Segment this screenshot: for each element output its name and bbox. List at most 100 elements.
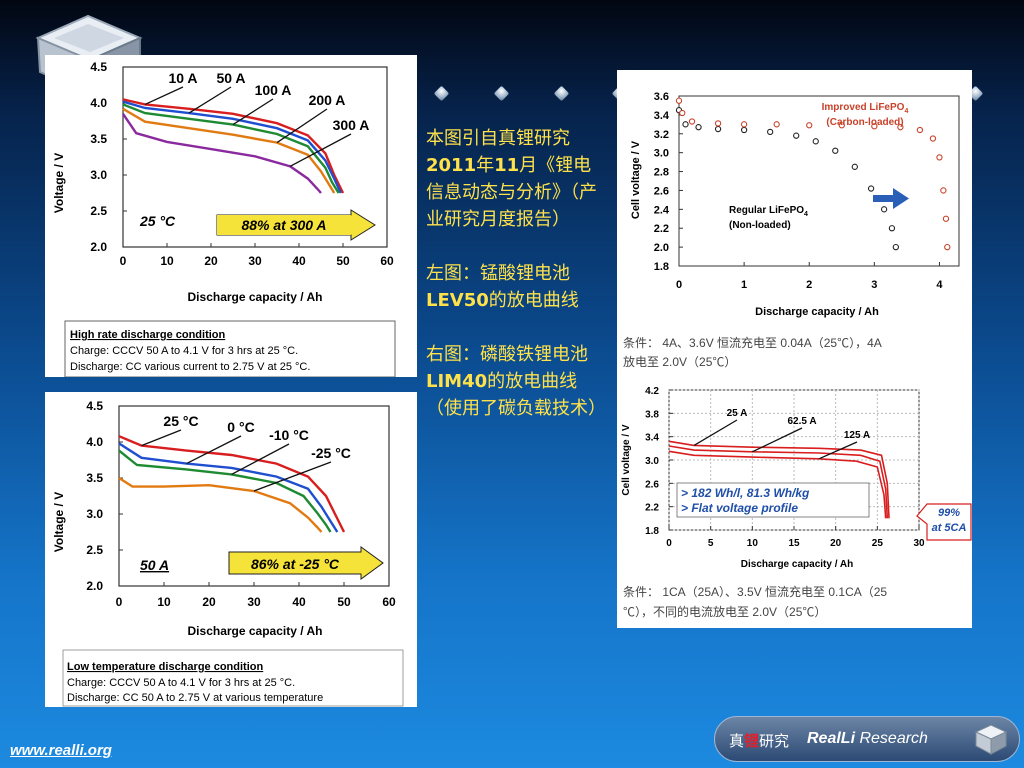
data-point	[838, 122, 845, 129]
data-point	[871, 123, 878, 130]
x-tick-label: 10	[157, 595, 171, 609]
y-tick-label: 3.4	[645, 433, 659, 444]
data-point	[679, 109, 686, 117]
y-tick-label: 3.0	[654, 148, 669, 160]
y-tick-label: 4.2	[645, 386, 659, 397]
flat-profile-note: > Flat voltage profile	[681, 501, 798, 515]
data-point	[773, 121, 780, 128]
y-tick-label: 1.8	[645, 526, 659, 537]
series-line	[668, 450, 887, 519]
y-tick-label: 3.0	[90, 168, 107, 182]
series-line	[122, 113, 322, 194]
condition-title: Low temperature discharge condition	[67, 661, 263, 673]
chart-panel-lifepo4-compare: 0 1 2 3 4 1.8 2.0 2.2 2.4 2.6 2.8 3.0 3.2 3.4 3.6 Cell…	[617, 70, 972, 380]
x-axis-label: Discharge capacity / Ah	[741, 559, 853, 570]
condition-charge: Charge: CCCV 50 A to 4.1 V for 3 hrs at …	[67, 677, 295, 689]
y-tick-label: 3.8	[645, 409, 659, 420]
y-tick-label: 3.5	[90, 132, 107, 146]
leader-line	[289, 133, 352, 167]
data-point	[688, 118, 696, 125]
cube-icon	[974, 724, 1008, 755]
x-tick-label: 3	[871, 279, 877, 291]
series-line	[122, 100, 342, 194]
x-tick-label: 40	[292, 254, 306, 268]
series-label: -25 °C	[311, 445, 351, 461]
series-label: 200 A	[309, 92, 346, 108]
description-text: 本图引自真锂研究2011年11月《锂电信息动态与分析》（产业研究月度报告） 左图…	[426, 125, 606, 449]
condition-title: High rate discharge condition	[70, 329, 226, 341]
website-link[interactable]: www.realli.org	[10, 742, 112, 759]
x-tick-label: 20	[830, 538, 842, 549]
x-tick-label: 40	[292, 595, 306, 609]
x-tick-label: 25	[872, 538, 884, 549]
data-point	[806, 122, 813, 129]
data-point	[714, 125, 722, 133]
y-tick-label: 3.6	[654, 91, 669, 103]
leader-line	[188, 86, 232, 114]
data-point	[897, 124, 904, 131]
x-axis-label: Discharge capacity / Ah	[755, 306, 879, 318]
x-tick-label: 60	[380, 254, 394, 268]
regular-label: Regular LiFePO4	[729, 205, 808, 218]
series-label: 25 A	[727, 408, 748, 419]
y-tick-label: 2.0	[654, 242, 669, 254]
leader-line	[276, 108, 328, 144]
y-axis-label: Voltage / V	[52, 492, 66, 552]
series-line	[122, 107, 336, 194]
leader-line	[186, 435, 242, 465]
x-tick-label: 30	[247, 595, 261, 609]
x-tick-label: 0	[676, 279, 682, 291]
data-point	[944, 243, 951, 251]
y-tick-label: 4.5	[86, 399, 103, 413]
chart-low-temperature-discharge: 0 10 20 30 40 50 60 2.0 2.5 3.0 3.5 4.0 4.5 Voltage …	[52, 399, 404, 707]
x-tick-label: 0	[116, 595, 123, 609]
x-tick-label: 10	[747, 538, 759, 549]
x-tick-label: 5	[708, 538, 714, 549]
chart-lifepo4-carbon-loaded: 0 1 2 3 4 1.8 2.0 2.2 2.4 2.6 2.8 3.0 3.2 3.4 3.6 Cell…	[623, 91, 960, 369]
leader-line	[231, 443, 290, 475]
rate-annotation: at 5CA	[932, 522, 967, 534]
y-tick-label: 3.2	[654, 129, 669, 141]
y-tick-label: 2.8	[654, 167, 669, 179]
data-point	[793, 132, 800, 139]
condition-discharge: Discharge: CC 50 A to 2.75 V at various …	[67, 692, 323, 704]
efficiency-annotation: 99%	[938, 507, 960, 519]
arrow-right-icon	[873, 188, 909, 209]
current-annotation: 50 A	[140, 557, 169, 573]
leader-line	[693, 419, 738, 446]
data-point	[675, 97, 683, 104]
leader-line	[818, 441, 858, 460]
x-tick-label: 10	[160, 254, 174, 268]
series-line	[118, 442, 339, 533]
data-point	[929, 135, 937, 142]
data-point	[942, 215, 950, 222]
data-point	[916, 126, 924, 134]
condition-line1: 条件： 4A、3.6V 恒流充电至 0.04A（25℃），4A	[623, 335, 882, 350]
data-point	[851, 163, 858, 170]
chart-panel-high-rate: 0 10 20 30 40 50 60 2.0 2.5 3.0 3.5 4.0 4.5 Voltage …	[45, 55, 417, 377]
x-tick-label: 30	[913, 538, 925, 549]
leader-line	[141, 429, 182, 447]
improved-sublabel: (Carbon-loaded)	[826, 117, 903, 128]
chart-high-rate-discharge: 0 10 20 30 40 50 60 2.0 2.5 3.0 3.5 4.0 4.5 Voltage …	[52, 60, 396, 377]
y-tick-label: 4.5	[90, 60, 107, 74]
y-tick-label: 2.6	[654, 185, 669, 197]
series-line	[122, 103, 340, 194]
data-point	[940, 187, 947, 194]
series-line	[668, 445, 889, 519]
condition-line2: 放电至 2.0V（25℃）	[623, 354, 736, 369]
y-axis-label: Voltage / V	[52, 153, 66, 213]
y-tick-label: 4.0	[86, 435, 103, 449]
y-tick-label: 2.5	[90, 204, 107, 218]
data-point	[832, 147, 839, 154]
regular-sublabel: (Non-loaded)	[729, 220, 791, 231]
series-label: 300 A	[333, 117, 370, 133]
leader-line	[253, 461, 332, 492]
series-line	[118, 435, 346, 533]
x-tick-label: 0	[120, 254, 127, 268]
y-tick-label: 2.5	[86, 543, 103, 557]
condition-discharge: Discharge: CC various current to 2.75 V …	[70, 361, 310, 373]
y-tick-label: 2.4	[654, 204, 670, 216]
y-axis-label: Cell voltage / V	[630, 140, 642, 219]
data-point	[682, 121, 689, 128]
